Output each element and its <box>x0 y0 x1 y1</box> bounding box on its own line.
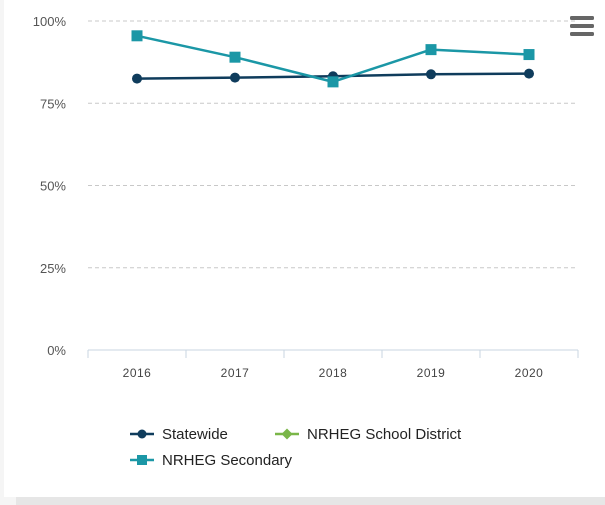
y-tick-label: 100% <box>33 14 67 29</box>
chart-card: 100% 75% 50% 25% 0% 2016 2017 2018 2019 2020 Sta… <box>4 0 605 497</box>
menu-bar <box>570 16 594 20</box>
menu-bar <box>570 32 594 36</box>
legend-marker <box>281 428 293 440</box>
legend-item[interactable]: NRHEG School District <box>275 426 462 443</box>
hamburger-menu-icon[interactable] <box>570 16 594 36</box>
legend-marker <box>137 455 147 465</box>
y-tick-label: 50% <box>40 179 66 194</box>
legend: Statewide NRHEG School District NRHEG Seco… <box>130 426 462 469</box>
data-point <box>229 51 241 63</box>
legend-label: Statewide <box>162 426 228 443</box>
x-tick-label: 2018 <box>319 366 348 380</box>
x-tick-label: 2017 <box>221 366 250 380</box>
data-point <box>524 68 534 79</box>
grid <box>88 20 578 269</box>
x-tick-label: 2019 <box>417 366 446 380</box>
y-tick-label: 25% <box>40 261 66 276</box>
y-axis: 100% 75% 50% 25% 0% <box>33 14 67 358</box>
data-point <box>132 73 142 84</box>
x-axis: 2016 2017 2018 2019 2020 <box>87 349 579 380</box>
data-point <box>523 49 535 61</box>
data-point <box>327 76 339 88</box>
series-nrheg-secondary <box>131 30 535 88</box>
legend-marker <box>137 429 147 439</box>
legend-item[interactable]: NRHEG Secondary <box>130 452 293 469</box>
data-point <box>425 44 437 56</box>
scroll-strip <box>16 497 605 505</box>
line-chart: 100% 75% 50% 25% 0% 2016 2017 2018 2019 2020 Sta… <box>33 12 598 469</box>
chart-menu-button[interactable] <box>566 12 598 40</box>
plot-area <box>131 30 535 88</box>
menu-bar <box>570 24 594 28</box>
x-tick-label: 2016 <box>123 366 152 380</box>
series-statewide <box>132 68 534 84</box>
legend-label: NRHEG Secondary <box>162 452 293 469</box>
x-tick-label: 2020 <box>515 366 544 380</box>
data-point <box>131 30 143 42</box>
data-point <box>426 69 436 80</box>
y-tick-label: 0% <box>47 343 66 358</box>
data-point <box>230 72 240 83</box>
legend-item[interactable]: Statewide <box>130 426 228 443</box>
y-tick-label: 75% <box>40 96 66 111</box>
legend-label: NRHEG School District <box>307 426 462 443</box>
